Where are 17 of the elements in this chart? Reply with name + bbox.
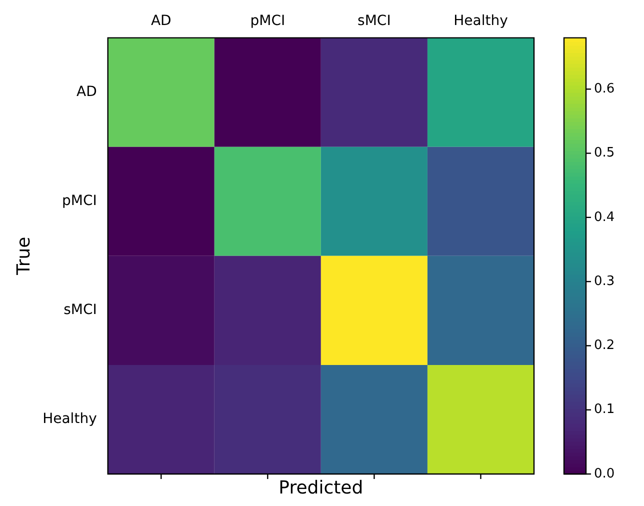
color-bar-label: 0.3 [594, 274, 615, 289]
color-bar-label: 0.2 [594, 338, 615, 354]
x-tick-label: pMCI [250, 13, 286, 30]
y-tick-label: pMCI [62, 193, 97, 210]
color-bar-label: 0.6 [594, 81, 615, 96]
x-tick-label: AD [150, 13, 172, 30]
y-axis-title: True [13, 236, 34, 276]
x-axis-title: Predicted [278, 478, 364, 499]
color-bar-label: 0.5 [594, 146, 615, 161]
color-bar-label: 0.4 [594, 210, 615, 225]
y-tick-label: sMCI [64, 302, 97, 318]
color-bar-label: 0.1 [594, 402, 615, 418]
color-bar-label: 0.0 [594, 466, 615, 482]
y-tick-label: AD [76, 84, 97, 100]
x-tick-label: Healthy [454, 13, 508, 30]
x-tick-label: sMCI [358, 13, 391, 30]
y-tick-label: Healthy [42, 411, 97, 428]
